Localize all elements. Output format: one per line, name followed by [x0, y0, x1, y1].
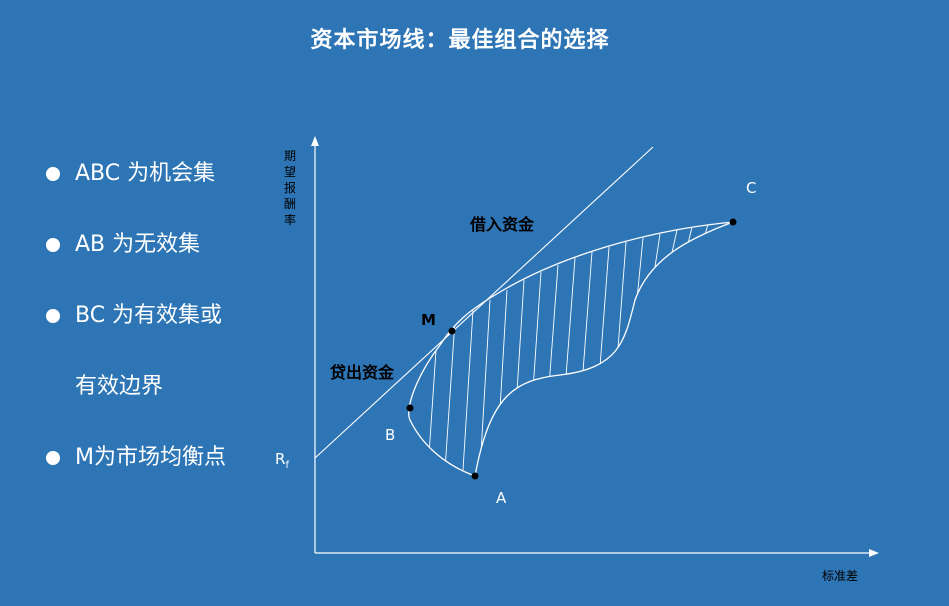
bullet-text: M为市场均衡点 [75, 445, 226, 470]
page-title: 资本市场线：最佳组合的选择 [310, 28, 610, 53]
opportunity-set-hatching [427, 223, 709, 471]
bullet-item: ABC 为机会集 [46, 152, 226, 223]
point-c-marker [729, 218, 737, 226]
risk-free-rate-label: Rf [275, 450, 289, 471]
bullet-item: BC 为有效集或 [46, 294, 226, 365]
opportunity-set-outline [408, 221, 734, 477]
bullet-dot-icon [46, 167, 60, 181]
bullet-dot-icon [46, 238, 60, 252]
bullet-dot-icon [46, 309, 60, 323]
x-axis-arrow-icon [869, 549, 879, 557]
y-axis-label-char: 率 [284, 212, 296, 227]
bullet-text: BC 为有效集或 [75, 303, 223, 328]
y-axis-label-char: 望 [284, 165, 296, 179]
bullet-text: 有效边界 [75, 374, 164, 399]
bullet-text: AB 为无效集 [75, 232, 201, 257]
point-b-label: B [385, 426, 395, 444]
y-axis-label-char: 酬 [284, 197, 296, 211]
point-b-marker [406, 404, 414, 412]
y-axis-arrow-icon [311, 136, 319, 146]
y-axis-label: 期 望 报 酬 率 [284, 149, 296, 227]
point-m-label: M [421, 311, 436, 329]
lending-label: 贷出资金 [330, 363, 395, 382]
capital-market-line [314, 146, 654, 459]
bullet-item: M为市场均衡点 [46, 436, 226, 507]
bullet-text: ABC 为机会集 [75, 161, 216, 186]
rf-main: R [275, 450, 285, 468]
point-a-label: A [496, 489, 507, 507]
x-axis-label: 标准差 [822, 569, 858, 583]
borrowing-label: 借入资金 [469, 215, 535, 234]
point-m-marker [448, 327, 456, 335]
y-axis-label-char: 报 [284, 180, 296, 195]
point-c-label: C [746, 179, 756, 197]
bullet-list: ABC 为机会集 AB 为无效集 BC 为有效集或 有效边界 M为市场均衡点 [46, 152, 226, 507]
y-axis-label-char: 期 [284, 149, 296, 163]
rf-subscript: f [285, 460, 289, 471]
bullet-dot-icon [46, 451, 60, 465]
point-a-marker [471, 472, 479, 480]
bullet-continuation: 有效边界 [46, 365, 226, 436]
bullet-item: AB 为无效集 [46, 223, 226, 294]
